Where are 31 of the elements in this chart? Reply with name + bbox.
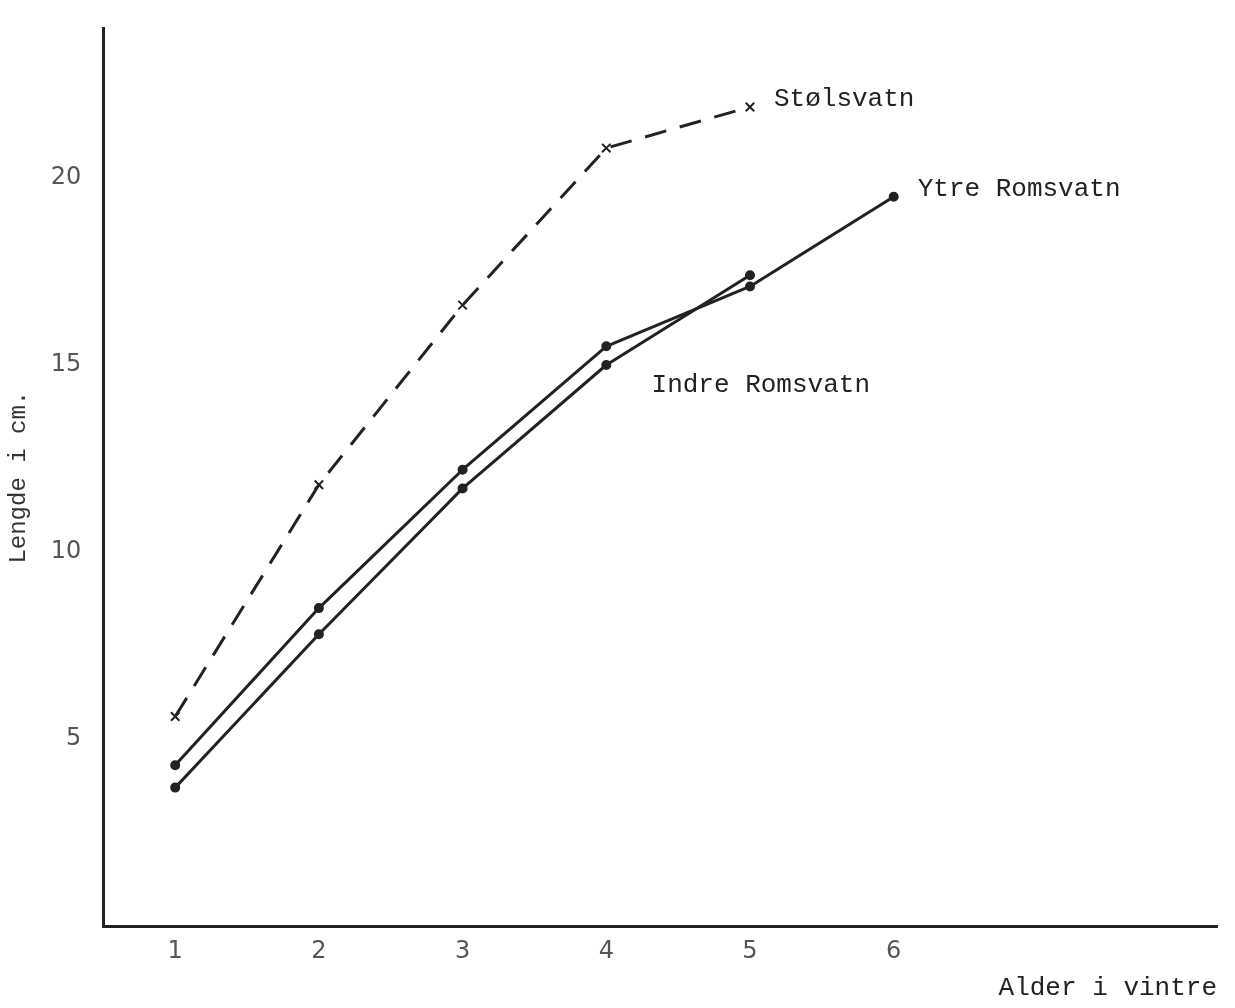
series-label: Stølsvatn [773,83,915,114]
x-axis-title: Alder i vintre [998,973,1217,1004]
point [169,711,181,722]
point [313,629,324,640]
point [601,341,612,352]
series-label: Indre Romsvatn [651,370,870,401]
x-tick-label: 1 [167,935,183,964]
y-tick-label: 5 [66,723,82,752]
point [744,281,755,292]
x-tick-label: 2 [311,935,327,964]
point [744,101,756,113]
y-axis-title: Lengde i cm. [4,390,32,564]
point [313,479,325,490]
series-label: Ytre Romsvatn [917,173,1121,204]
x-tick-label: 4 [598,935,614,964]
point [601,142,612,154]
point [601,360,612,370]
x-tick-label: 3 [454,935,471,964]
point [457,464,468,475]
point [744,270,755,281]
y-tick-label: 20 [50,162,82,191]
y-tick-label: 15 [50,349,82,378]
point [457,299,468,311]
point [170,760,181,771]
x-tick-label: 5 [742,935,758,964]
point [313,603,324,614]
point [170,782,181,793]
point [457,483,468,494]
x-tick-label: 6 [886,935,902,964]
point [888,191,899,202]
y-tick-label: 10 [50,536,82,565]
